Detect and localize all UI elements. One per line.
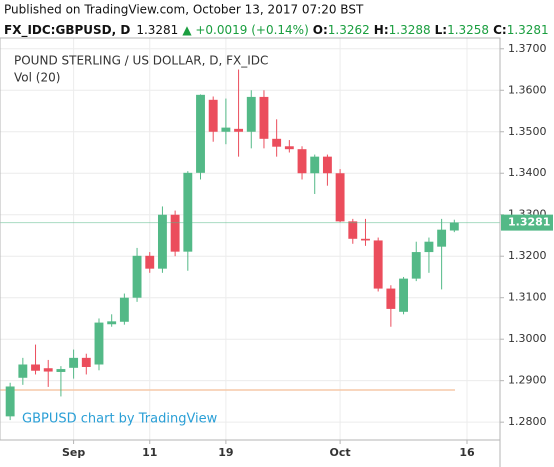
candle-body — [259, 96, 269, 139]
candle-body — [297, 149, 307, 174]
high-label: H: — [374, 23, 389, 37]
symbol: FX_IDC:GBPUSD, D — [4, 23, 130, 38]
candle-body — [107, 321, 117, 325]
quote-line: FX_IDC:GBPUSD, D 1.3281 ▲ +0.0019 (+0.14%)… — [4, 23, 549, 38]
candle-body — [43, 368, 53, 372]
candle-body — [399, 278, 408, 312]
y-tick-label: 1.3700 — [508, 42, 547, 55]
y-tick-label: 1.2800 — [508, 415, 547, 428]
candle-body — [310, 156, 320, 174]
x-tick-label: 16 — [459, 446, 475, 459]
chart-subtitle: Vol (20) — [14, 71, 60, 85]
y-tick-label: 1.2900 — [508, 374, 547, 387]
change: ▲ +0.0019 (+0.14%) — [182, 23, 308, 37]
candle-body — [132, 255, 142, 298]
y-tick-label: 1.3400 — [508, 166, 547, 179]
candle-body — [170, 214, 180, 252]
candle-body — [208, 99, 218, 132]
low-label: L: — [435, 23, 447, 37]
candle-body — [196, 94, 205, 173]
candle-body — [284, 146, 294, 150]
x-tick-label: Oct — [330, 446, 351, 459]
close-value: 1.3281 — [507, 23, 549, 37]
candle-body — [373, 240, 383, 289]
candle-body — [56, 369, 66, 372]
candle-body — [5, 386, 15, 417]
candle-body — [157, 214, 167, 269]
price-label: 1.3281 — [508, 216, 550, 229]
candle-body — [81, 357, 91, 367]
candle-body — [272, 138, 282, 147]
candle-body — [246, 96, 256, 132]
candle-body — [221, 127, 231, 132]
candle-body — [361, 238, 370, 241]
high-value: 1.3288 — [389, 23, 431, 37]
x-tick-label: 19 — [218, 446, 233, 459]
open-value: 1.3262 — [328, 23, 370, 37]
last-price: 1.3281 — [136, 23, 178, 37]
price-label-box — [501, 214, 553, 231]
watermark: GBPUSD chart by TradingView — [22, 412, 218, 427]
chart-title: POUND STERLING / US DOLLAR, D, FX_IDC — [14, 54, 268, 68]
candle-body — [424, 241, 434, 253]
y-tick-label: 1.3600 — [508, 83, 547, 96]
y-tick-label: 1.3100 — [508, 291, 547, 304]
grid — [0, 38, 500, 440]
y-tick-label: 1.3500 — [508, 125, 547, 138]
y-tick-label: 1.3000 — [508, 332, 547, 345]
candle-body — [234, 128, 244, 132]
candle-body — [335, 173, 345, 222]
candle-body — [145, 255, 155, 269]
y-tick-label: 1.3200 — [508, 249, 547, 262]
candle-body — [348, 221, 358, 239]
candle-body — [119, 297, 129, 322]
candle-body — [183, 172, 193, 252]
candle-body — [411, 252, 421, 279]
close-label: C: — [493, 23, 507, 37]
candle-body — [437, 229, 447, 247]
x-tick-label: 11 — [142, 446, 157, 459]
open-label: O: — [313, 23, 328, 37]
x-tick-label: Sep — [62, 446, 85, 459]
candle-body — [31, 364, 40, 371]
axes: 1.28001.29001.30001.31001.32001.33001.34… — [62, 42, 553, 459]
candle-body — [449, 222, 459, 231]
low-value: 1.3258 — [447, 23, 489, 37]
candles — [0, 69, 500, 421]
published-line: Published on TradingView.com, October 13… — [4, 3, 364, 17]
candle-body — [94, 322, 104, 365]
candle-body — [386, 288, 396, 309]
candle-body — [69, 357, 79, 368]
candle-body — [18, 364, 28, 378]
candle-body — [322, 156, 332, 174]
